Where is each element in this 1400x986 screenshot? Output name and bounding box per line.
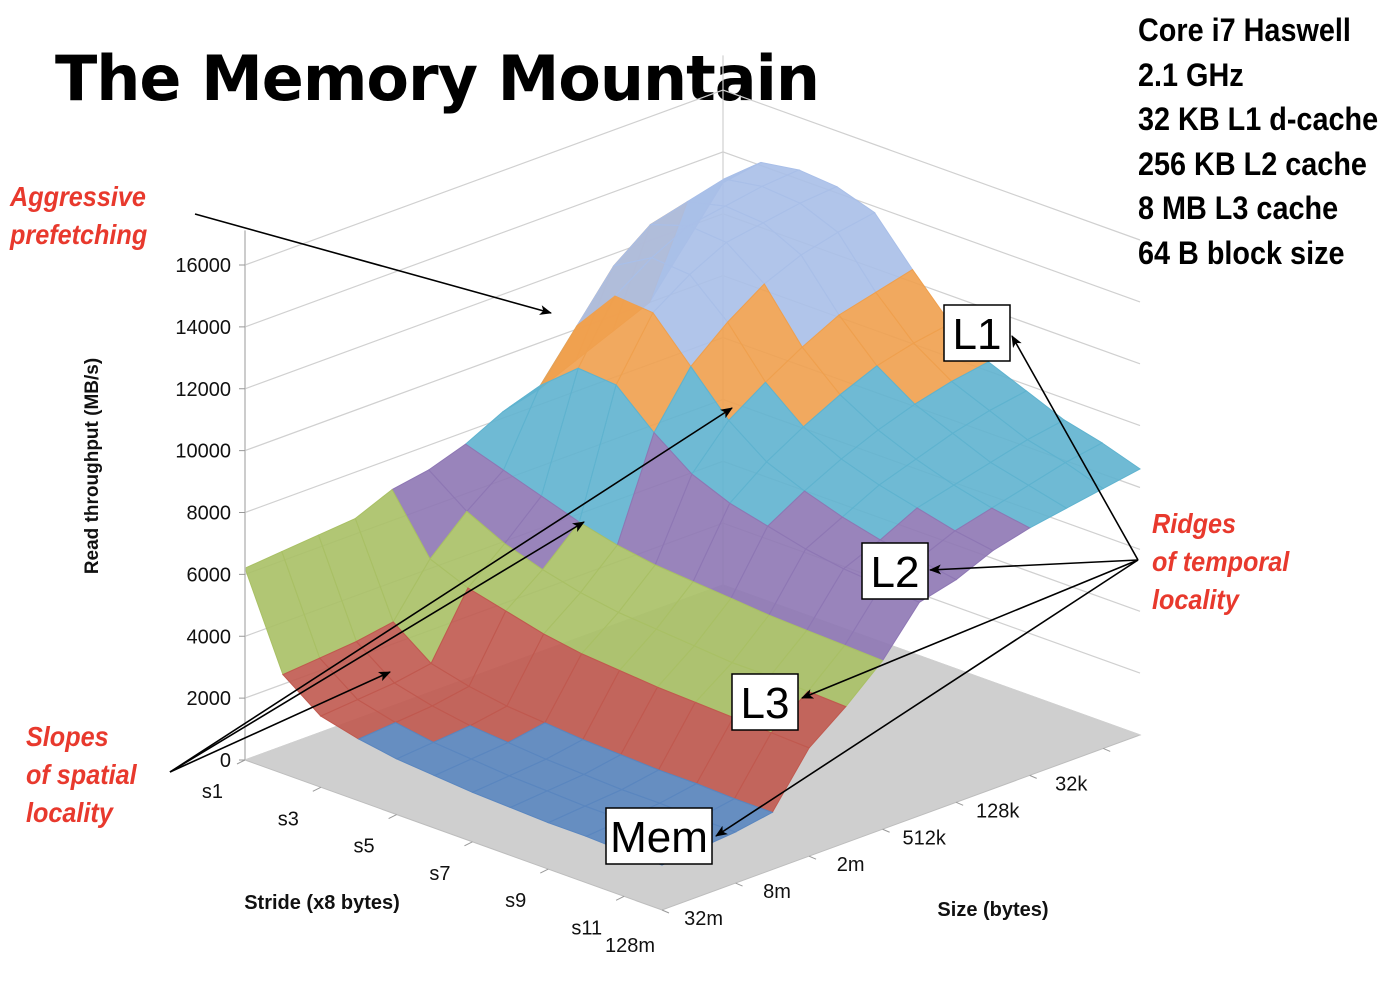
spec-line: Core i7 Haswell: [1138, 12, 1351, 48]
annotation-line: Slopes: [26, 721, 109, 752]
arrow-slope-1: [169, 671, 391, 773]
arrow-prefetching: [194, 213, 552, 315]
stride-tick-mark: [540, 868, 549, 874]
label-text: L2: [871, 548, 920, 597]
stride-tick-label: s9: [505, 890, 526, 912]
label-text: L3: [741, 679, 790, 728]
stride-tick-mark: [464, 841, 473, 847]
arrow-ridge-l2: [929, 559, 1139, 575]
y-tick-label: 4000: [187, 626, 232, 648]
label-l1: L1: [943, 304, 1011, 362]
y-tick-label: 0: [220, 750, 231, 772]
size-tick-label: 32m: [684, 908, 723, 930]
label-box: [731, 673, 799, 731]
annotation-ridges-temporal-locality: Ridges of temporal locality: [1152, 505, 1289, 619]
annotation-line: of spatial: [26, 759, 137, 790]
arrow-ridge-l1: [1011, 335, 1139, 561]
label-l3: L3: [731, 673, 799, 731]
size-tick-label: 128m: [605, 935, 655, 957]
label-mem: Mem: [605, 807, 713, 865]
stride-tick-mark: [236, 759, 246, 765]
y-tick-label: 6000: [187, 564, 232, 586]
annotation-line: prefetching: [10, 219, 148, 250]
size-tick-mark: [735, 882, 743, 887]
size-tick-label: 2m: [837, 854, 865, 876]
size-tick-mark: [1103, 748, 1111, 752]
size-tick-mark: [808, 855, 817, 860]
arrow-slope-2: [169, 521, 585, 773]
annotation-line: Ridges: [1152, 508, 1237, 539]
annotation-line: of temporal: [1152, 546, 1290, 577]
y-tick-label: 8000: [187, 503, 232, 525]
label-box: [861, 542, 929, 600]
size-tick-mark: [661, 909, 670, 914]
spec-line: 64 B block size: [1138, 234, 1345, 271]
cache-level-labels: L1 L2 L3 Mem: [605, 304, 1011, 865]
size-tick-label: 128k: [976, 800, 1020, 822]
size-tick-mark: [882, 828, 890, 833]
stride-tick-label: s5: [354, 836, 375, 858]
slide-title: The Memory Mountain: [55, 42, 820, 115]
label-text: L1: [953, 310, 1002, 359]
label-l2: L2: [861, 542, 929, 600]
cpu-specs: Core i7 Haswell 2.1 GHz 32 KB L1 d-cache…: [1138, 8, 1378, 275]
annotation-slopes-spatial-locality: Slopes of spatial locality: [26, 718, 137, 832]
stride-axis-title: Stride (x8 bytes): [244, 892, 400, 914]
y-tick-label: 10000: [175, 441, 231, 463]
y-tick-label: 16000: [175, 255, 231, 277]
size-tick-label: 32k: [1055, 773, 1088, 795]
size-axis-title: Size (bytes): [937, 899, 1048, 921]
stride-tick-mark: [312, 786, 322, 792]
arrow-slope-3: [169, 407, 733, 773]
annotation-arrows: [169, 213, 1139, 837]
y-tick-label: 2000: [187, 688, 232, 710]
label-box: [605, 807, 713, 865]
arrow-ridge-mem: [715, 559, 1139, 837]
spec-line: 8 MB L3 cache: [1138, 190, 1339, 226]
stride-tick-label: s7: [429, 863, 450, 885]
spec-line: 256 KB L2 cache: [1138, 145, 1367, 182]
y-tick-label: 14000: [175, 317, 231, 339]
surface-plot: [244, 161, 1141, 866]
size-tick-label: 8m: [763, 881, 791, 903]
y-tick-label: 12000: [175, 379, 231, 401]
y-axis-title: Read throughput (MB/s): [82, 358, 103, 574]
size-tick-mark: [1029, 774, 1037, 779]
spec-line: 32 KB L1 d-cache: [1138, 101, 1379, 137]
annotation-aggressive-prefetching: Aggressive prefetching: [10, 178, 147, 254]
stride-tick-label: s1: [202, 781, 223, 803]
stride-tick-mark: [615, 895, 625, 901]
size-tick-label: 512k: [902, 827, 946, 849]
stride-tick-mark: [388, 814, 397, 819]
annotation-line: locality: [26, 797, 113, 828]
annotation-line: Aggressive: [10, 181, 146, 212]
chart-axes: 0 2000 4000 6000 8000 10000 12000 14000 16000 Rea…: [82, 230, 1111, 957]
label-box: [943, 304, 1011, 362]
annotation-line: locality: [1152, 584, 1239, 615]
arrow-ridge-l3: [801, 559, 1139, 699]
size-tick-mark: [955, 801, 964, 806]
stride-tick-label: s11: [571, 917, 602, 939]
stride-tick-label: s3: [278, 808, 299, 830]
label-text: Mem: [610, 813, 708, 862]
spec-line: 2.1 GHz: [1138, 56, 1244, 93]
